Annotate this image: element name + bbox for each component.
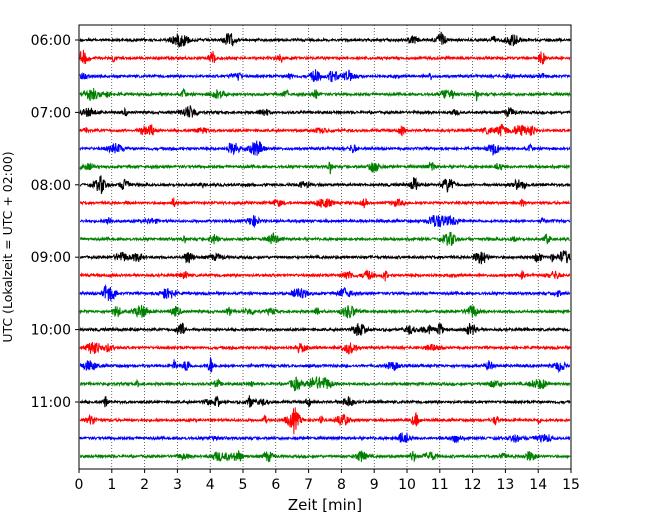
x-tick-label: 7 (304, 477, 313, 493)
x-tick-label: 12 (464, 477, 482, 493)
seismogram-trace (79, 284, 571, 302)
y-axis-ticks: 06:00 07:00 08:00 09:00 10:00 11:00 (31, 33, 79, 411)
plot-frame (78, 24, 572, 470)
x-tick-label: 1 (107, 477, 116, 493)
y-axis-label: UTC (Lokalzeit = UTC + 02:00) (0, 151, 15, 342)
vertical-grid (111, 25, 539, 469)
seismogram-trace (79, 357, 571, 374)
seismogram-trace (79, 31, 571, 49)
y-tick-label: 06:00 (31, 33, 71, 49)
seismogram-trace (79, 375, 571, 392)
seismogram-trace (79, 407, 571, 435)
x-tick-label: 11 (431, 477, 449, 493)
y-tick-label: 08:00 (31, 178, 71, 194)
x-tick-label: 6 (271, 477, 280, 493)
seismogram-trace (79, 322, 571, 337)
seismogram-trace (79, 304, 571, 319)
x-tick-label: 0 (75, 477, 84, 493)
seismogram-trace (79, 105, 571, 119)
seismogram-trace (79, 197, 571, 209)
seismogram-trace (79, 249, 571, 265)
x-axis-ticks: 0 1 2 3 4 5 6 7 8 9 10 11 12 13 14 15 (75, 469, 580, 493)
x-tick-label: 4 (206, 477, 215, 493)
plot-background (79, 25, 571, 469)
x-tick-label: 5 (239, 477, 248, 493)
seismogram-trace (79, 69, 571, 83)
seismogram-trace (79, 432, 571, 444)
seismogram-trace (79, 231, 571, 247)
x-tick-label: 13 (496, 477, 514, 493)
seismogram-trace (79, 49, 571, 65)
seismogram-trace (79, 123, 571, 137)
x-tick-label: 3 (173, 477, 182, 493)
seismogram-traces (79, 31, 571, 463)
seismogram-trace (79, 341, 571, 355)
x-tick-label: 14 (529, 477, 547, 493)
x-tick-label: 2 (140, 477, 149, 493)
y-tick-label: 09:00 (31, 250, 71, 266)
seismogram-trace (79, 140, 571, 157)
x-tick-label: 8 (337, 477, 346, 493)
seismogram-trace (79, 214, 571, 229)
x-axis-label: Zeit [min] (288, 496, 362, 514)
seismogram-trace (79, 269, 571, 282)
x-tick-label: 9 (370, 477, 379, 493)
seismogram-trace (79, 161, 571, 175)
y-tick-label: 07:00 (31, 105, 71, 121)
x-tick-label: 15 (562, 477, 580, 493)
y-tick-label: 11:00 (31, 395, 71, 411)
seismogram-trace (79, 395, 571, 408)
seismogram-trace (79, 449, 571, 463)
seismogram-trace (79, 175, 571, 195)
seismogram-trace (79, 87, 571, 102)
x-tick-label: 10 (398, 477, 416, 493)
y-tick-label: 10:00 (31, 323, 71, 339)
